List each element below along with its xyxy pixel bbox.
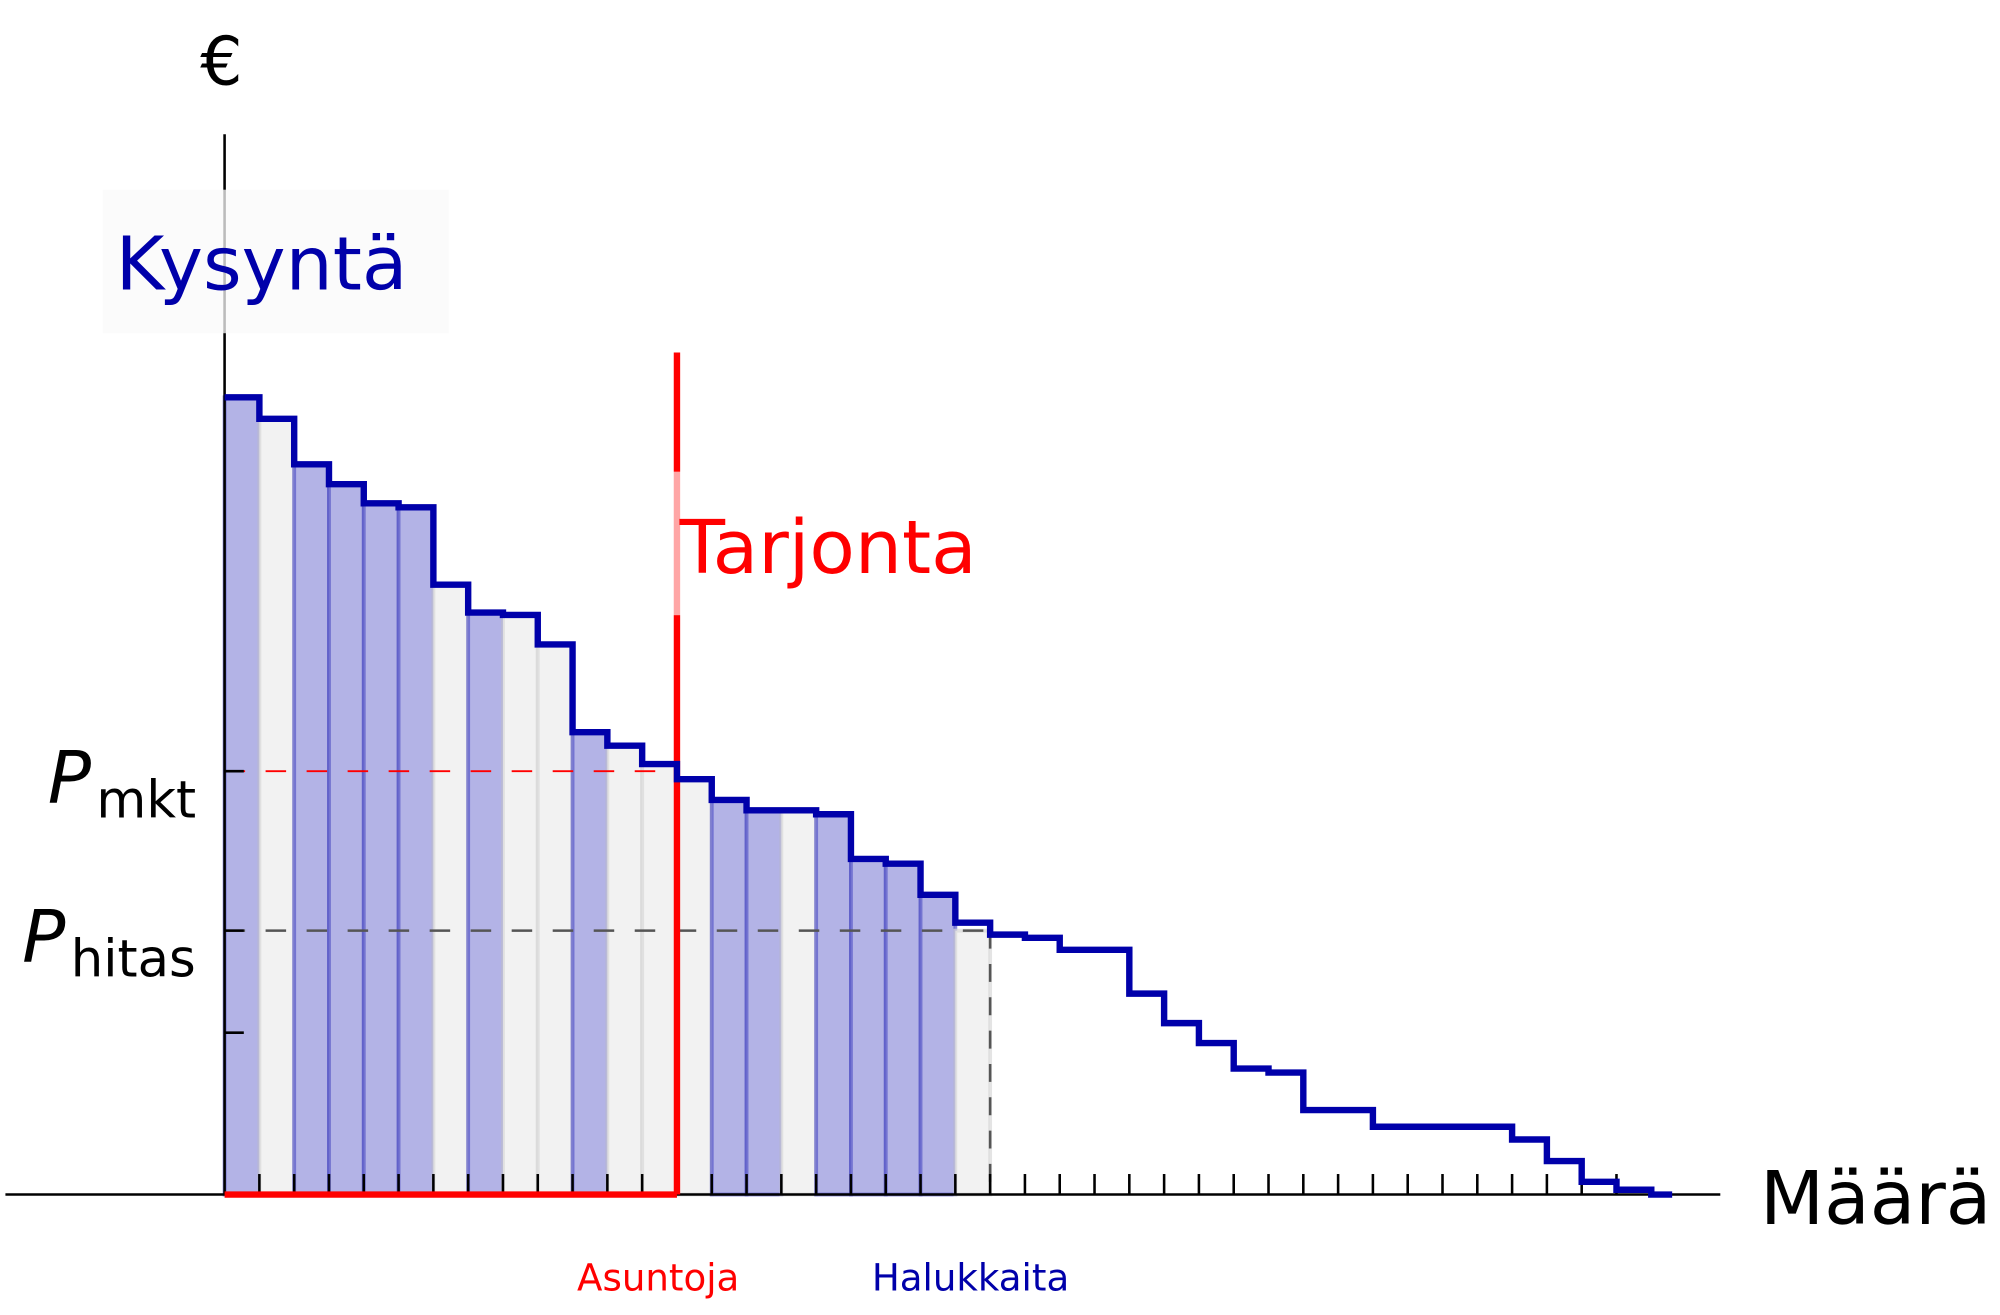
supply-label-box [671, 471, 1029, 616]
svg-text:hitas: hitas [71, 930, 196, 990]
bar-22 [953, 928, 993, 1197]
bar-7 [431, 582, 471, 1197]
bar-3 [292, 462, 331, 1197]
bar-6 [396, 505, 436, 1197]
bar-13 [640, 762, 679, 1197]
bar-16 [744, 808, 784, 1197]
svg-text:mkt: mkt [96, 771, 196, 831]
demand-quantity-label: Halukkaita [872, 1257, 1069, 1300]
svg-text:P: P [22, 894, 66, 978]
bar-14 [675, 777, 714, 1197]
x-axis-label: Määrä [1760, 1155, 1991, 1242]
y-axis-label: € [200, 23, 242, 101]
bar-21 [918, 892, 958, 1197]
price-guides [224, 770, 992, 1195]
bar-2 [257, 416, 297, 1197]
bar-18 [814, 812, 853, 1197]
demand-label-box [102, 189, 449, 334]
bar-1 [222, 395, 262, 1197]
p-hitas-label: P hitas [22, 894, 196, 989]
demand-curve [224, 394, 1673, 1198]
demand-label: Kysyntä [116, 221, 408, 308]
supply-label: Tarjonta [679, 504, 977, 591]
bar-11 [570, 730, 610, 1197]
bar-17 [779, 808, 819, 1197]
bar-9 [501, 613, 540, 1197]
bar-4 [327, 482, 366, 1197]
bar-5 [361, 501, 401, 1197]
svg-text:P: P [48, 735, 92, 819]
bar-12 [605, 743, 645, 1197]
bar-15 [709, 797, 749, 1197]
bar-10 [535, 642, 575, 1197]
bar-19 [849, 856, 888, 1197]
bar-20 [883, 861, 923, 1197]
bar-8 [466, 610, 505, 1197]
supply-quantity-label: Asuntoja [577, 1257, 739, 1300]
p-mkt-label: P mkt [48, 735, 196, 830]
